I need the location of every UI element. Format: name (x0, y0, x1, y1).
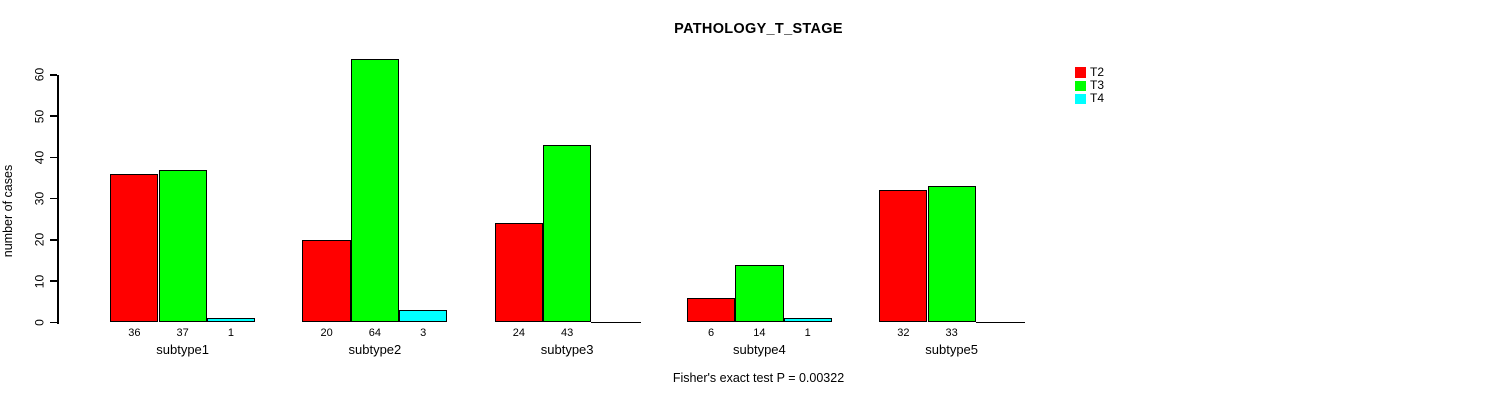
legend-label: T3 (1090, 78, 1105, 93)
y-axis-tick (50, 239, 57, 241)
bar-value-label: 1 (804, 326, 811, 339)
bar-value-label: 33 (945, 326, 958, 339)
bar (927, 186, 976, 323)
y-tick-label: 20 (32, 233, 47, 247)
legend-label: T2 (1090, 65, 1105, 80)
bar (158, 169, 207, 323)
chart-title: PATHOLOGY_T_STAGE (674, 21, 843, 37)
zero-bar-baseline (975, 321, 1026, 323)
legend: T2 T3 T4 (1075, 66, 1104, 106)
bar (302, 239, 351, 323)
legend-swatch-t3 (1075, 80, 1086, 92)
bar (686, 297, 736, 323)
category-label: subtype1 (156, 342, 210, 357)
bar (399, 309, 448, 323)
category-label: subtype5 (925, 342, 979, 357)
zero-bar-baseline (591, 321, 641, 323)
bar-value-label: 24 (512, 326, 525, 339)
category-label: subtype4 (733, 342, 786, 357)
category-label: subtype3 (540, 342, 594, 357)
legend-row: T3 (1075, 79, 1104, 92)
bar (543, 145, 592, 323)
bar-value-label: 6 (708, 326, 715, 339)
bar-value-label: 37 (176, 326, 189, 339)
y-tick-label: 40 (32, 150, 47, 165)
bar-value-label: 14 (753, 326, 766, 339)
legend-row: T2 (1075, 66, 1104, 79)
y-axis-tick (50, 74, 57, 76)
bar (350, 58, 400, 323)
fisher-test-annotation: Fisher's exact test P = 0.00322 (672, 371, 845, 385)
y-axis-tick (50, 115, 57, 117)
y-tick-label: 50 (32, 109, 47, 123)
y-axis-line (57, 74, 59, 324)
y-axis-tick (50, 156, 57, 159)
y-axis-tick (50, 321, 57, 324)
bar (879, 190, 928, 323)
bar (735, 264, 784, 323)
y-tick-label: 30 (32, 191, 47, 206)
bar (494, 223, 543, 323)
bar-value-label: 36 (128, 326, 141, 339)
category-label: subtype2 (348, 342, 402, 357)
y-axis-tick (50, 197, 57, 200)
y-tick-label: 0 (32, 318, 47, 326)
bar (110, 173, 159, 323)
y-tick-label: 60 (32, 68, 47, 82)
legend-swatch-t4 (1075, 93, 1086, 105)
y-axis-label: number of cases (1, 164, 15, 258)
legend-swatch-t2 (1075, 67, 1086, 78)
bar-value-label: 64 (368, 326, 382, 339)
bar-value-label: 32 (897, 326, 910, 339)
bar (206, 318, 256, 323)
bar-value-label: 43 (561, 326, 574, 339)
bar-value-label: 3 (420, 326, 427, 339)
legend-row: T4 (1075, 92, 1104, 105)
y-tick-label: 10 (32, 274, 47, 288)
bar-value-label: 1 (227, 326, 234, 339)
y-axis-tick (50, 280, 57, 282)
bar (783, 318, 832, 323)
bar-value-label: 20 (320, 326, 333, 339)
legend-label: T4 (1090, 91, 1105, 106)
